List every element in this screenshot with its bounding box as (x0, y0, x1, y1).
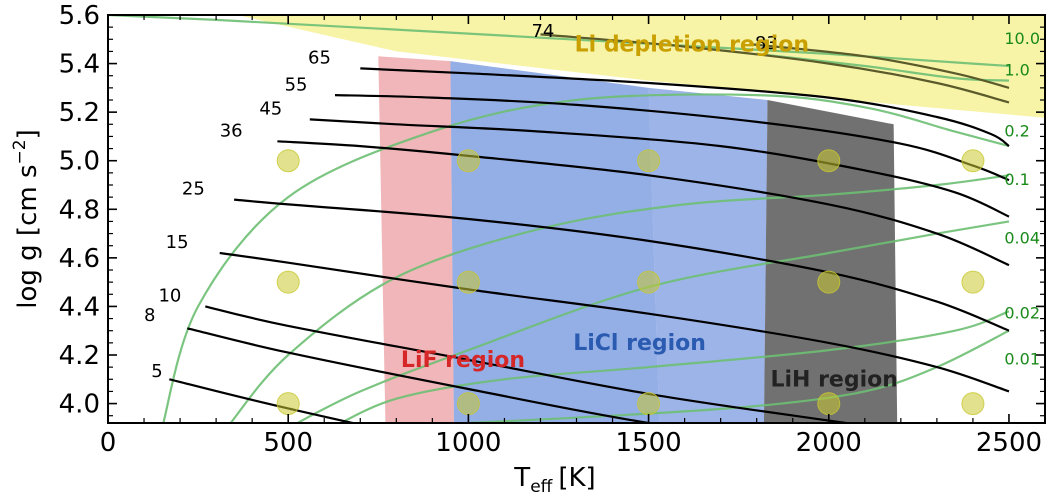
mass-label-65: 65 (308, 48, 331, 69)
li-contour-0.02 (338, 310, 1010, 423)
x-axis-title: Teff [K] (513, 463, 595, 497)
x-tick-label: 0 (100, 428, 117, 458)
mass-track-8 (187, 327, 656, 423)
grid-point (817, 392, 841, 416)
mass-label-15: 15 (166, 232, 189, 253)
li-contour-label-1.0: 1.0 (1004, 61, 1029, 80)
grid-point (456, 392, 480, 416)
mass-label-36: 36 (220, 120, 243, 141)
grid-point (637, 149, 661, 173)
grid-point (637, 392, 661, 416)
regions-layer (378, 56, 898, 423)
grid-point (276, 149, 300, 173)
region-lif (378, 56, 454, 423)
region-label-lih: LiH region (770, 368, 897, 393)
mass-track-65 (360, 67, 1010, 148)
li-contour-label-0.04: 0.04 (1004, 228, 1040, 247)
y-tick-label: 4.2 (59, 341, 100, 371)
grid-point (817, 149, 841, 173)
y-axis-title-sup: −2 (10, 139, 30, 164)
region-licl (450, 61, 660, 423)
y-tick-label: 4.8 (59, 195, 100, 225)
region-label-licl: LiCl region (573, 331, 706, 356)
mass-label-55: 55 (285, 74, 308, 95)
mass-track-10 (205, 305, 854, 423)
y-axis-title: log g [cm s−2] (10, 129, 43, 308)
mass-label-25: 25 (182, 179, 205, 200)
mass-track-45 (309, 118, 1010, 218)
x-tick-label: 1000 (435, 428, 501, 458)
mass-label-74: 74 (531, 21, 554, 42)
mass-track-25 (234, 198, 1010, 332)
x-axis-title-unit: [K] (558, 463, 595, 493)
y-tick-label: 4.4 (59, 292, 100, 322)
li-contour-label-0.02: 0.02 (1004, 304, 1040, 323)
plot-area (108, 15, 1045, 423)
y-tick-label: 4.0 (59, 390, 100, 420)
x-tick-label: 500 (263, 428, 313, 458)
x-axis-title-main: T (513, 463, 530, 493)
x-tick-label: 2500 (976, 428, 1042, 458)
y-tick-label: 5.0 (59, 147, 100, 177)
li-depletion-region (237, 15, 1045, 118)
y-tick-label: 5.4 (59, 50, 100, 80)
mass-label-5: 5 (151, 361, 162, 382)
x-tick-label: 2000 (796, 428, 862, 458)
x-tick-label: 1500 (615, 428, 681, 458)
y-tick-label: 5.2 (59, 98, 100, 128)
li-contour-0.1 (229, 174, 1010, 423)
y-tick-label: 5.6 (59, 1, 100, 31)
grid-point (961, 392, 985, 416)
li-depletion-label: Li depletion region (575, 32, 809, 57)
y-tick-label: 4.6 (59, 244, 100, 274)
grid-point (276, 270, 300, 294)
mass-track-15 (219, 251, 1010, 393)
mass-label-10: 10 (158, 286, 181, 307)
grid-point (456, 270, 480, 294)
mass-track-55 (334, 94, 1010, 182)
y-axis-title-end: ] (13, 129, 43, 139)
mass-track-74 (540, 33, 1010, 104)
mass-label-83: 83 (755, 33, 778, 54)
mass-tracks (169, 33, 1010, 423)
li-contour-10.0 (108, 15, 1010, 68)
axis-ticks: 0 500 1000 1500 2000 2500 4.0 4.2 4.4 4.6 4.8 5.0 5.… (59, 1, 1045, 458)
li-contour-label-0.1: 0.1 (1004, 170, 1029, 189)
mass-track-36 (277, 140, 1010, 267)
mass-label-8: 8 (144, 305, 155, 326)
li-contour-label-10.0: 10.0 (1004, 29, 1040, 48)
region-lih (763, 100, 898, 423)
grid-point (637, 270, 661, 294)
grid-point (961, 149, 985, 173)
region-licl_ext (648, 87, 768, 423)
x-axis-title-sub: eff (530, 477, 553, 497)
mass-label-45: 45 (259, 99, 282, 120)
grid-point (456, 149, 480, 173)
grid-point (961, 270, 985, 294)
y-axis-title-main: log g [cm s (13, 164, 43, 308)
grid-point (276, 392, 300, 416)
li-contour-label-0.01: 0.01 (1004, 350, 1040, 369)
li-contour-label-0.2: 0.2 (1004, 121, 1029, 140)
mass-track-83 (749, 43, 1010, 89)
grid-points (276, 149, 985, 416)
grid-point (817, 270, 841, 294)
region-label-lif: LiF region (401, 348, 525, 373)
